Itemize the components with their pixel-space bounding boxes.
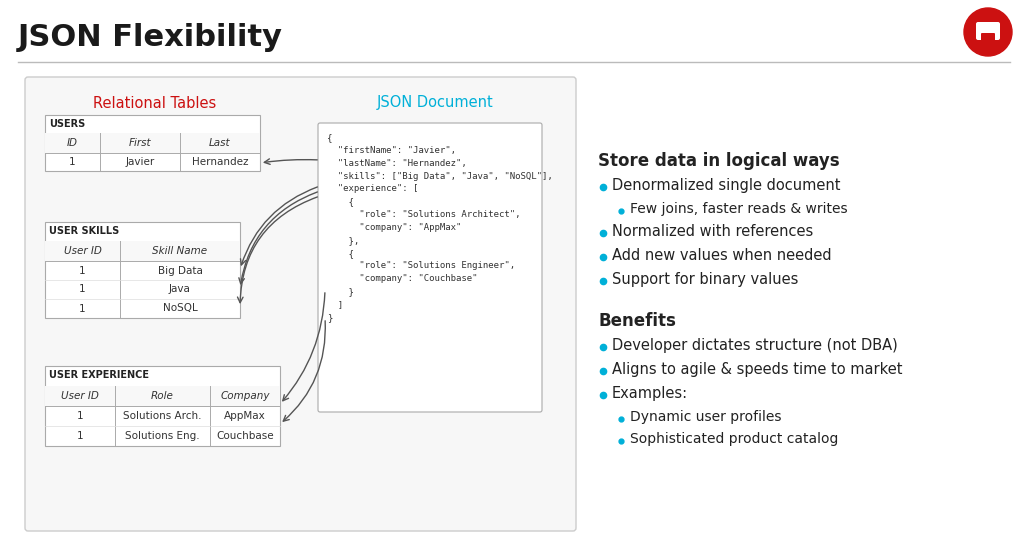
Text: Big Data: Big Data <box>158 265 203 276</box>
Text: JSON Flexibility: JSON Flexibility <box>18 24 283 53</box>
Text: Javier: Javier <box>125 157 155 167</box>
Text: Java: Java <box>169 284 190 294</box>
Text: 1: 1 <box>77 431 83 441</box>
Text: 1: 1 <box>79 304 86 313</box>
FancyBboxPatch shape <box>45 241 240 261</box>
Text: Solutions Eng.: Solutions Eng. <box>125 431 200 441</box>
Text: Hernandez: Hernandez <box>191 157 248 167</box>
Text: Role: Role <box>152 391 174 401</box>
FancyBboxPatch shape <box>25 77 575 531</box>
Text: First: First <box>129 138 152 148</box>
FancyBboxPatch shape <box>976 22 1000 40</box>
Text: 1: 1 <box>77 411 83 421</box>
Text: Developer dictates structure (not DBA): Developer dictates structure (not DBA) <box>612 338 898 353</box>
Text: {
  "firstName": "Javier",
  "lastName": "Hernandez",
  "skills": ["Big Data", ": { "firstName": "Javier", "lastName": "He… <box>327 133 553 322</box>
Text: NoSQL: NoSQL <box>163 304 198 313</box>
Text: Few joins, faster reads & writes: Few joins, faster reads & writes <box>630 202 848 216</box>
Text: Solutions Arch.: Solutions Arch. <box>123 411 202 421</box>
FancyBboxPatch shape <box>981 33 995 41</box>
Text: USER SKILLS: USER SKILLS <box>49 226 119 236</box>
Text: User ID: User ID <box>63 246 101 256</box>
Text: Skill Name: Skill Name <box>153 246 208 256</box>
Text: Denormalized single document: Denormalized single document <box>612 178 841 193</box>
Text: User ID: User ID <box>61 391 99 401</box>
Text: Aligns to agile & speeds time to market: Aligns to agile & speeds time to market <box>612 362 902 377</box>
Text: Relational Tables: Relational Tables <box>93 95 217 111</box>
Text: AppMax: AppMax <box>224 411 266 421</box>
FancyBboxPatch shape <box>45 386 280 406</box>
Text: Normalized with references: Normalized with references <box>612 224 813 239</box>
FancyBboxPatch shape <box>45 366 280 446</box>
Text: 1: 1 <box>79 284 86 294</box>
FancyBboxPatch shape <box>318 123 542 412</box>
Text: 1: 1 <box>79 265 86 276</box>
Text: Sophisticated product catalog: Sophisticated product catalog <box>630 432 839 446</box>
Text: Add new values when needed: Add new values when needed <box>612 248 831 263</box>
Text: Couchbase: Couchbase <box>216 431 273 441</box>
FancyBboxPatch shape <box>45 222 240 318</box>
Text: Examples:: Examples: <box>612 386 688 401</box>
Text: USER EXPERIENCE: USER EXPERIENCE <box>49 370 150 380</box>
Text: Last: Last <box>209 138 230 148</box>
Text: Store data in logical ways: Store data in logical ways <box>598 152 840 170</box>
Text: Benefits: Benefits <box>598 312 676 330</box>
Text: 1: 1 <box>70 157 76 167</box>
FancyBboxPatch shape <box>45 133 260 153</box>
Circle shape <box>964 8 1012 56</box>
Text: Support for binary values: Support for binary values <box>612 272 799 287</box>
Text: USERS: USERS <box>49 119 85 129</box>
Text: JSON Document: JSON Document <box>377 95 494 111</box>
Text: Dynamic user profiles: Dynamic user profiles <box>630 410 781 424</box>
Text: Company: Company <box>220 391 269 401</box>
FancyBboxPatch shape <box>45 115 260 171</box>
Text: ID: ID <box>67 138 78 148</box>
